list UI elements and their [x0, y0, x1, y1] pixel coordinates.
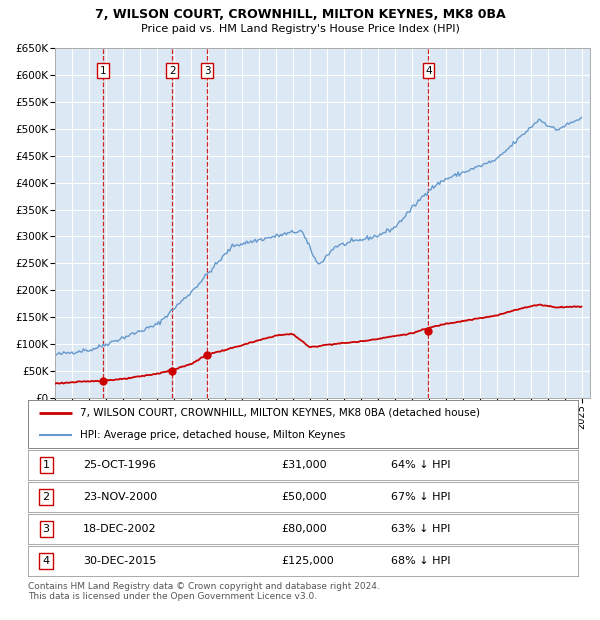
Text: 3: 3 — [204, 66, 211, 76]
Text: £31,000: £31,000 — [281, 460, 326, 470]
Text: Contains HM Land Registry data © Crown copyright and database right 2024.
This d: Contains HM Land Registry data © Crown c… — [28, 582, 380, 601]
Text: 4: 4 — [425, 66, 432, 76]
Text: 63% ↓ HPI: 63% ↓ HPI — [391, 524, 451, 534]
Text: Price paid vs. HM Land Registry's House Price Index (HPI): Price paid vs. HM Land Registry's House … — [140, 24, 460, 34]
Text: 64% ↓ HPI: 64% ↓ HPI — [391, 460, 451, 470]
Text: 1: 1 — [43, 460, 50, 470]
Text: 4: 4 — [43, 556, 50, 566]
Text: 1: 1 — [100, 66, 106, 76]
Text: 30-DEC-2015: 30-DEC-2015 — [83, 556, 157, 566]
Text: £80,000: £80,000 — [281, 524, 327, 534]
Text: £50,000: £50,000 — [281, 492, 326, 502]
Text: 25-OCT-1996: 25-OCT-1996 — [83, 460, 156, 470]
Text: 3: 3 — [43, 524, 50, 534]
Text: 2: 2 — [169, 66, 176, 76]
Text: £125,000: £125,000 — [281, 556, 334, 566]
Text: 7, WILSON COURT, CROWNHILL, MILTON KEYNES, MK8 0BA (detached house): 7, WILSON COURT, CROWNHILL, MILTON KEYNE… — [80, 408, 480, 418]
Text: 2: 2 — [43, 492, 50, 502]
Text: 67% ↓ HPI: 67% ↓ HPI — [391, 492, 451, 502]
Text: 23-NOV-2000: 23-NOV-2000 — [83, 492, 157, 502]
Text: 7, WILSON COURT, CROWNHILL, MILTON KEYNES, MK8 0BA: 7, WILSON COURT, CROWNHILL, MILTON KEYNE… — [95, 8, 505, 21]
Text: 68% ↓ HPI: 68% ↓ HPI — [391, 556, 451, 566]
Text: HPI: Average price, detached house, Milton Keynes: HPI: Average price, detached house, Milt… — [80, 430, 346, 440]
Text: 18-DEC-2002: 18-DEC-2002 — [83, 524, 157, 534]
